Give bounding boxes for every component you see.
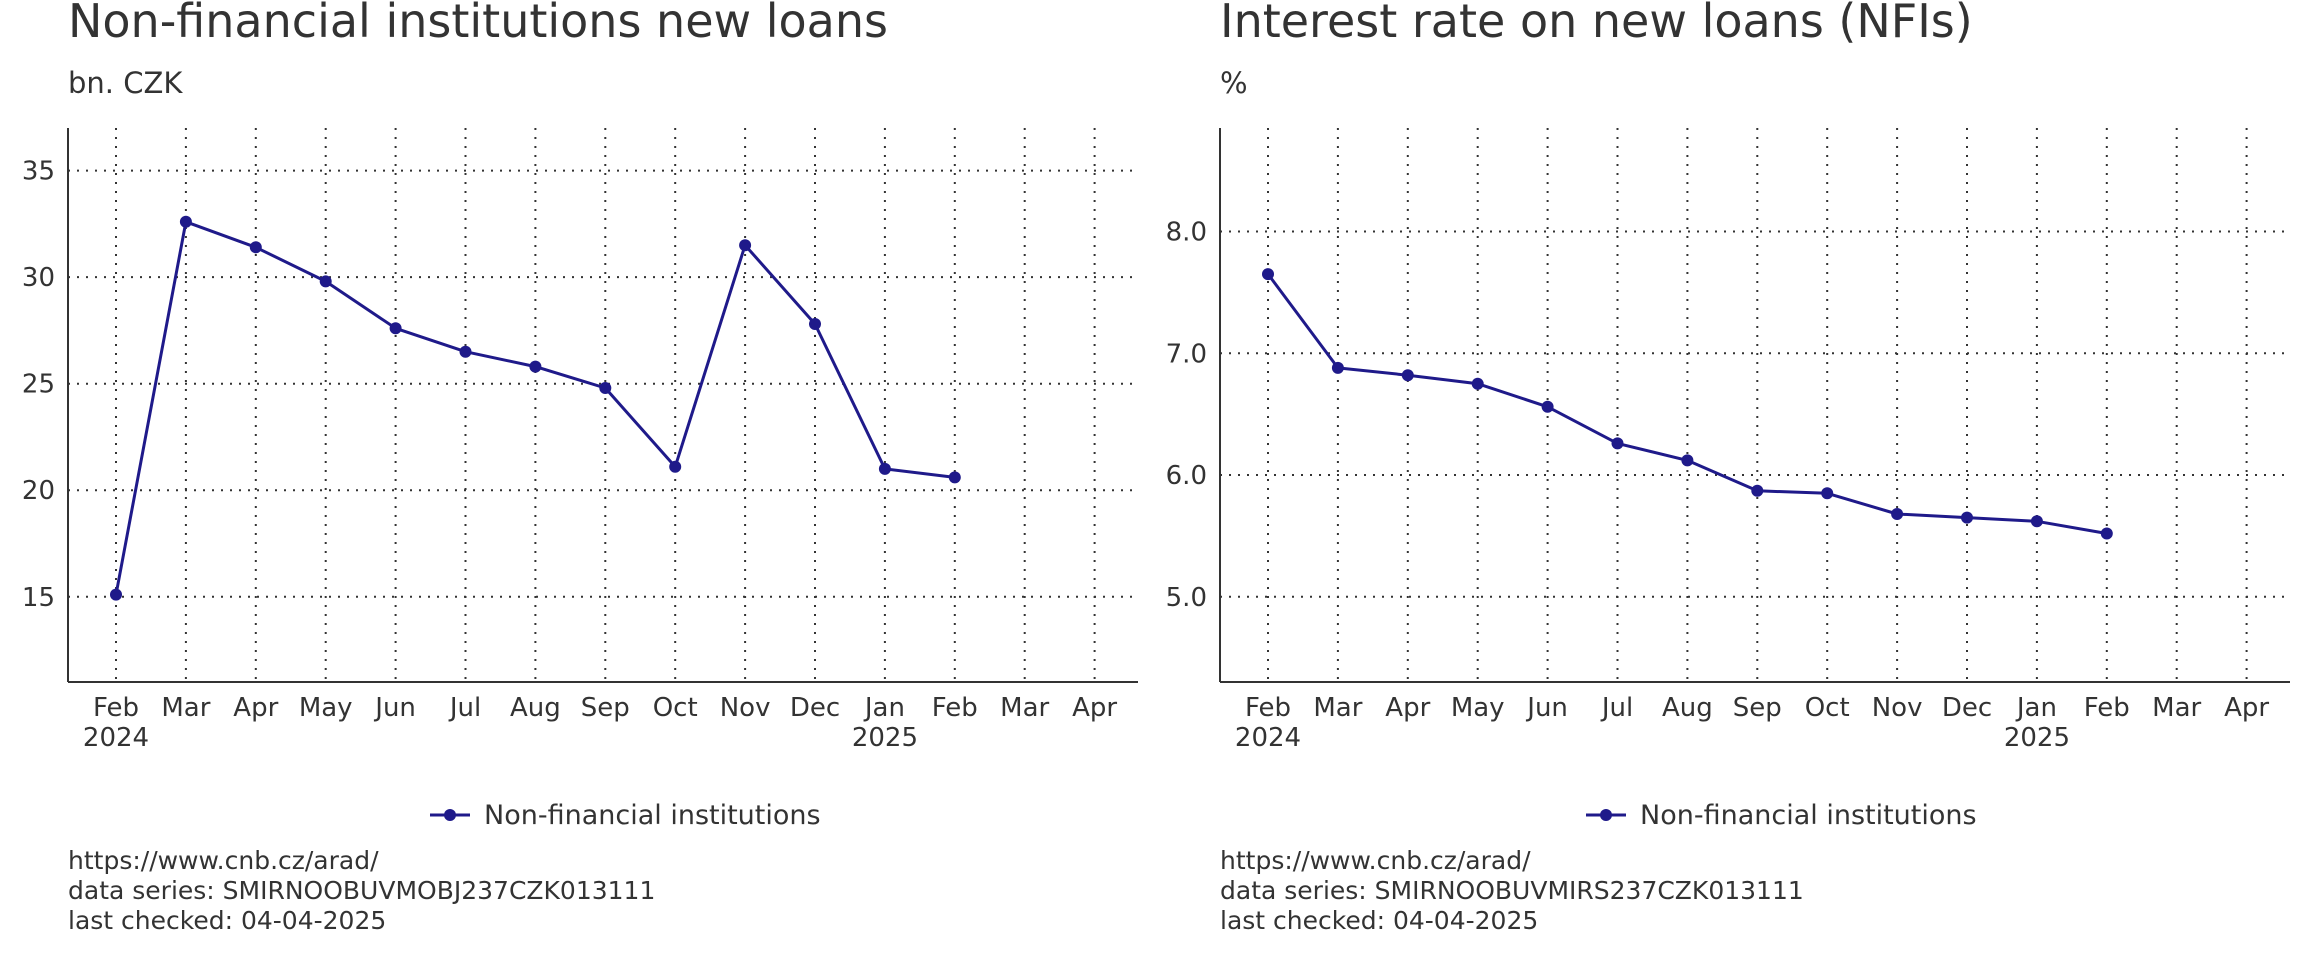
data-point [669, 460, 682, 473]
y-tick-label: 5.0 [1166, 583, 1207, 613]
x-tick-label-month: Dec [1942, 693, 1992, 723]
data-point [459, 345, 472, 358]
x-tick-label-month: Nov [720, 693, 771, 723]
data-point [179, 215, 192, 228]
data-point [2030, 515, 2043, 528]
x-tick-label-month: May [299, 693, 353, 723]
data-source: https://www.cnb.cz/arad/ data series: SM… [1220, 846, 1804, 936]
interest-rate-chart-panel: Interest rate on new loans (NFIs) % 5.0 6… [1152, 0, 2304, 960]
y-tick-label: 15 [22, 583, 55, 613]
data-point [599, 382, 612, 394]
x-tick-label-month: Jan [863, 693, 905, 723]
chart-title: Non-financial institutions new loans [68, 0, 888, 48]
y-tick-label: 6.0 [1166, 461, 1207, 491]
x-tick-label-month: Feb [93, 693, 139, 723]
data-point [1262, 268, 1274, 281]
chart-unit-label: bn. CZK [68, 66, 183, 100]
x-tick-label-year: 2024 [1235, 723, 1301, 753]
data-point [1541, 400, 1554, 413]
x-tick-label-month: Nov [1872, 693, 1923, 723]
y-tick-label: 35 [22, 157, 55, 187]
x-tick-label-month: Mar [1313, 693, 1362, 723]
data-point [809, 318, 821, 330]
x-tick-label-month: Feb [1245, 693, 1291, 723]
x-tick-label-month: Oct [1805, 693, 1850, 723]
data-point [878, 462, 891, 475]
x-tick-label-month: Mar [161, 693, 210, 723]
x-tick-label-month: Jul [448, 693, 481, 723]
source-series-code: data series: SMIRNOOBUVMOBJ237CZK013111 [68, 876, 656, 905]
data-point [110, 588, 122, 601]
data-point [319, 275, 332, 288]
source-url: https://www.cnb.cz/arad/ [1220, 846, 1531, 875]
source-series-code: data series: SMIRNOOBUVMIRS237CZK013111 [1220, 876, 1804, 905]
source-last-checked: last checked: 04-04-2025 [68, 906, 387, 935]
data-point [2100, 527, 2113, 540]
x-tick-label-year: 2025 [852, 723, 918, 753]
legend-label: Non-financial institutions [1640, 799, 1977, 831]
x-tick-label-month: Dec [790, 693, 840, 723]
x-tick-label-month: Jun [1525, 693, 1568, 723]
x-tick-label-month: Sep [581, 693, 630, 723]
data-point [249, 241, 262, 254]
x-tick-label-month: Oct [653, 693, 698, 723]
data-source: https://www.cnb.cz/arad/ data series: SM… [68, 846, 655, 936]
loans-chart-panel: Non-financial institutions new loans bn.… [22, 0, 1138, 936]
x-tick-label-month: Apr [1072, 693, 1117, 723]
x-tick-label-month: Feb [2084, 693, 2130, 723]
x-tick-label-month: Aug [1662, 693, 1713, 723]
series-line [1266, 273, 2108, 535]
data-point [1821, 487, 1834, 500]
x-tick-label-month: May [1451, 693, 1505, 723]
chart-title: Interest rate on new loans (NFIs) [1220, 0, 1973, 48]
source-url: https://www.cnb.cz/arad/ [68, 846, 379, 875]
source-last-checked: last checked: 04-04-2025 [1220, 906, 1539, 935]
y-tick-label: 25 [22, 370, 55, 400]
x-tick-label-month: Apr [2224, 693, 2269, 723]
data-point [1611, 437, 1624, 450]
x-tick-label-month: Jun [373, 693, 416, 723]
x-tick-label-month: Sep [1733, 693, 1782, 723]
data-point [1751, 484, 1764, 497]
chart-legend[interactable]: Non-financial institutions [430, 798, 821, 832]
y-tick-label: 20 [22, 476, 55, 506]
legend-label: Non-financial institutions [484, 799, 821, 831]
x-tick-label-month: Jul [1600, 693, 1633, 723]
x-tick-label-month: Jan [2015, 693, 2057, 723]
data-point [1891, 508, 1904, 520]
data-point [389, 322, 402, 335]
x-tick-label-month: Feb [932, 693, 978, 723]
legend-line-marker-icon [430, 809, 470, 821]
data-point [1401, 369, 1414, 382]
x-tick-label-month: Mar [2152, 693, 2201, 723]
chart-unit-label: % [1220, 66, 1248, 100]
data-point [1471, 377, 1484, 390]
legend-line-marker-icon [1586, 809, 1626, 821]
data-point [1681, 454, 1694, 467]
x-tick-label-year: 2024 [83, 723, 149, 753]
chart-legend[interactable]: Non-financial institutions [1586, 798, 1977, 832]
data-point [739, 239, 752, 252]
data-point [529, 360, 542, 373]
data-point [1331, 361, 1344, 374]
x-tick-label-month: Mar [1000, 693, 1049, 723]
data-point [948, 471, 961, 484]
x-tick-label-month: Apr [233, 693, 278, 723]
x-tick-label-month: Apr [1385, 693, 1430, 723]
x-tick-label-month: Aug [510, 693, 561, 723]
x-tick-label-year: 2025 [2004, 723, 2070, 753]
y-tick-label: 30 [22, 263, 55, 293]
y-tick-label: 7.0 [1166, 339, 1207, 369]
data-point [1961, 511, 1973, 524]
y-tick-label: 8.0 [1166, 217, 1207, 247]
